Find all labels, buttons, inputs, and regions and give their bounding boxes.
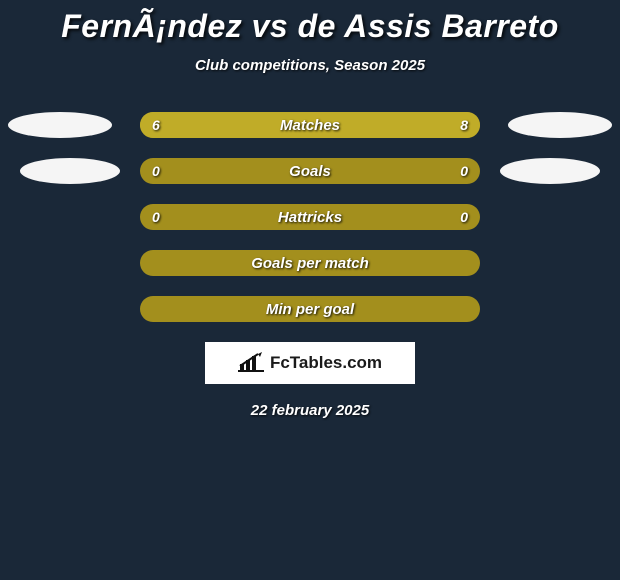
stat-fill-left: [140, 112, 283, 138]
stat-value-left: 6: [152, 117, 160, 133]
stat-row: Goals per match: [0, 250, 620, 276]
stat-bar: Goals per match: [140, 250, 480, 276]
stat-value-right: 0: [460, 209, 468, 225]
stat-bar: 0 0 Hattricks: [140, 204, 480, 230]
logo-box[interactable]: FcTables.com: [205, 342, 415, 384]
stat-row: 6 8 Matches: [0, 112, 620, 138]
logo-text: FcTables.com: [270, 353, 382, 373]
stat-label: Hattricks: [278, 209, 342, 226]
stat-label: Goals per match: [251, 255, 369, 272]
date-text: 22 february 2025: [0, 402, 620, 419]
stat-rows: 6 8 Matches 0 0 Goals 0 0 Hattricks Goals per mat…: [0, 112, 620, 322]
stat-bar: 6 8 Matches: [140, 112, 480, 138]
chart-icon: [238, 352, 264, 374]
player-badge-right: [500, 158, 600, 184]
stat-label: Min per goal: [266, 301, 354, 318]
stat-value-right: 0: [460, 163, 468, 179]
stat-row: 0 0 Goals: [0, 158, 620, 184]
stat-label: Goals: [289, 163, 331, 180]
stat-bar: Min per goal: [140, 296, 480, 322]
stat-value-left: 0: [152, 163, 160, 179]
stat-value-left: 0: [152, 209, 160, 225]
stat-row: 0 0 Hattricks: [0, 204, 620, 230]
stat-row: Min per goal: [0, 296, 620, 322]
stat-value-right: 8: [460, 117, 468, 133]
stat-label: Matches: [280, 117, 340, 134]
subtitle: Club competitions, Season 2025: [0, 57, 620, 74]
comparison-card: FernÃ¡ndez vs de Assis Barreto Club comp…: [0, 0, 620, 419]
stat-bar: 0 0 Goals: [140, 158, 480, 184]
page-title: FernÃ¡ndez vs de Assis Barreto: [0, 8, 620, 45]
player-badge-left: [8, 112, 112, 138]
player-badge-left: [20, 158, 120, 184]
player-badge-right: [508, 112, 612, 138]
